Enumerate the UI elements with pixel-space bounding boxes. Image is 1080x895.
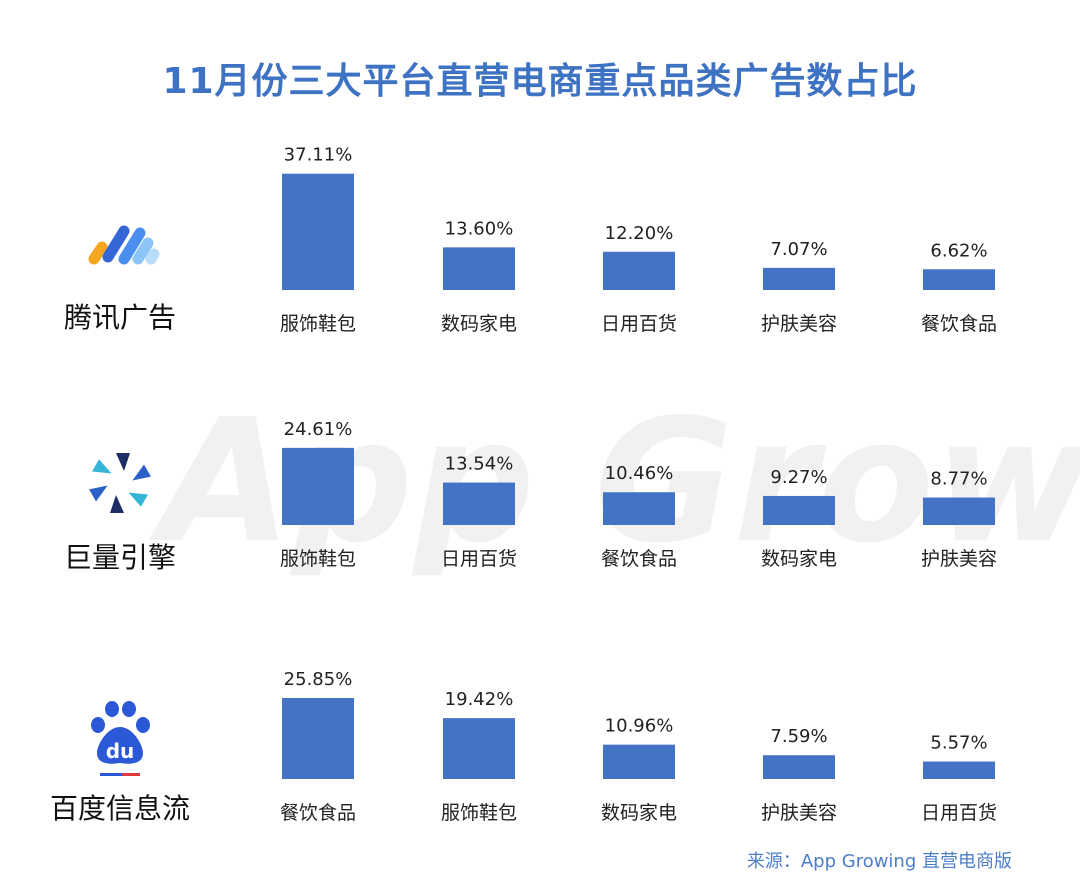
bar <box>923 761 995 779</box>
bar-chart-2: 24.61% 服饰鞋包 13.54% 日用百货 10.46% 餐饮食品 9.27% 数码家电 8… <box>280 419 997 570</box>
data-label: 24.61% <box>284 419 353 440</box>
bar <box>282 173 354 290</box>
data-label: 25.85% <box>284 669 353 690</box>
category-label: 餐饮食品 <box>921 313 997 335</box>
data-label: 9.27% <box>770 467 827 488</box>
category-label: 服饰鞋包 <box>280 548 356 570</box>
data-label: 12.20% <box>605 223 674 244</box>
bar-chart-3: 25.85% 餐饮食品 19.42% 服饰鞋包 10.96% 数码家电 7.59% 护肤美容 5… <box>280 669 997 824</box>
chart-title: 11月份三大平台直营电商重点品类广告数占比 <box>162 61 918 102</box>
ocean-engine-logo-icon <box>89 453 151 513</box>
bar <box>282 697 354 779</box>
data-label: 6.62% <box>930 240 987 261</box>
data-label: 19.42% <box>445 689 514 710</box>
tencent-ads-logo-icon <box>88 225 160 265</box>
category-label: 餐饮食品 <box>601 548 677 570</box>
bar <box>443 247 515 290</box>
svg-text:du: du <box>106 739 135 763</box>
category-label: 日用百货 <box>921 802 997 824</box>
category-label: 服饰鞋包 <box>280 313 356 335</box>
bar <box>603 744 675 779</box>
data-label: 7.59% <box>770 726 827 747</box>
bar <box>763 755 835 779</box>
bar-chart-1: 37.11% 服饰鞋包 13.60% 数码家电 12.20% 日用百货 7.07% 护肤美容 6… <box>280 145 997 335</box>
data-label: 10.46% <box>605 463 674 484</box>
data-label: 13.54% <box>445 454 514 475</box>
data-label: 7.07% <box>770 239 827 260</box>
data-label: 8.77% <box>930 469 987 490</box>
data-label: 5.57% <box>930 733 987 754</box>
bar <box>443 482 515 525</box>
source-note: 来源：App Growing 直营电商版 <box>746 851 1012 872</box>
category-label: 数码家电 <box>441 313 517 335</box>
category-label: 护肤美容 <box>761 313 837 335</box>
category-label: 日用百货 <box>601 313 677 335</box>
category-label: 日用百货 <box>441 548 517 570</box>
bar <box>763 267 835 290</box>
bar <box>282 447 354 525</box>
bar <box>763 495 835 525</box>
bar <box>603 492 675 525</box>
category-label: 护肤美容 <box>921 548 997 570</box>
category-label: 餐饮食品 <box>280 802 356 824</box>
platform-name-ocean-engine: 巨量引擎 <box>63 541 176 574</box>
category-label: 数码家电 <box>761 548 837 570</box>
platform-name-tencent: 腾讯广告 <box>63 301 176 334</box>
platform-tencent: 腾讯广告 <box>20 200 220 340</box>
data-label: 13.60% <box>445 218 514 239</box>
baidu-paw-logo-icon: du <box>91 701 150 776</box>
bar <box>443 718 515 779</box>
platform-ocean-engine: 巨量引擎 <box>20 440 220 580</box>
platform-baidu: du 百度信息流 <box>20 695 220 835</box>
platform-name-baidu: 百度信息流 <box>49 792 190 825</box>
bar <box>923 497 995 525</box>
data-label: 10.96% <box>605 716 674 737</box>
category-label: 数码家电 <box>601 802 677 824</box>
data-label: 37.11% <box>284 145 353 166</box>
category-label: 护肤美容 <box>761 802 837 824</box>
bar <box>923 269 995 290</box>
category-label: 服饰鞋包 <box>441 802 517 824</box>
bar <box>603 251 675 290</box>
